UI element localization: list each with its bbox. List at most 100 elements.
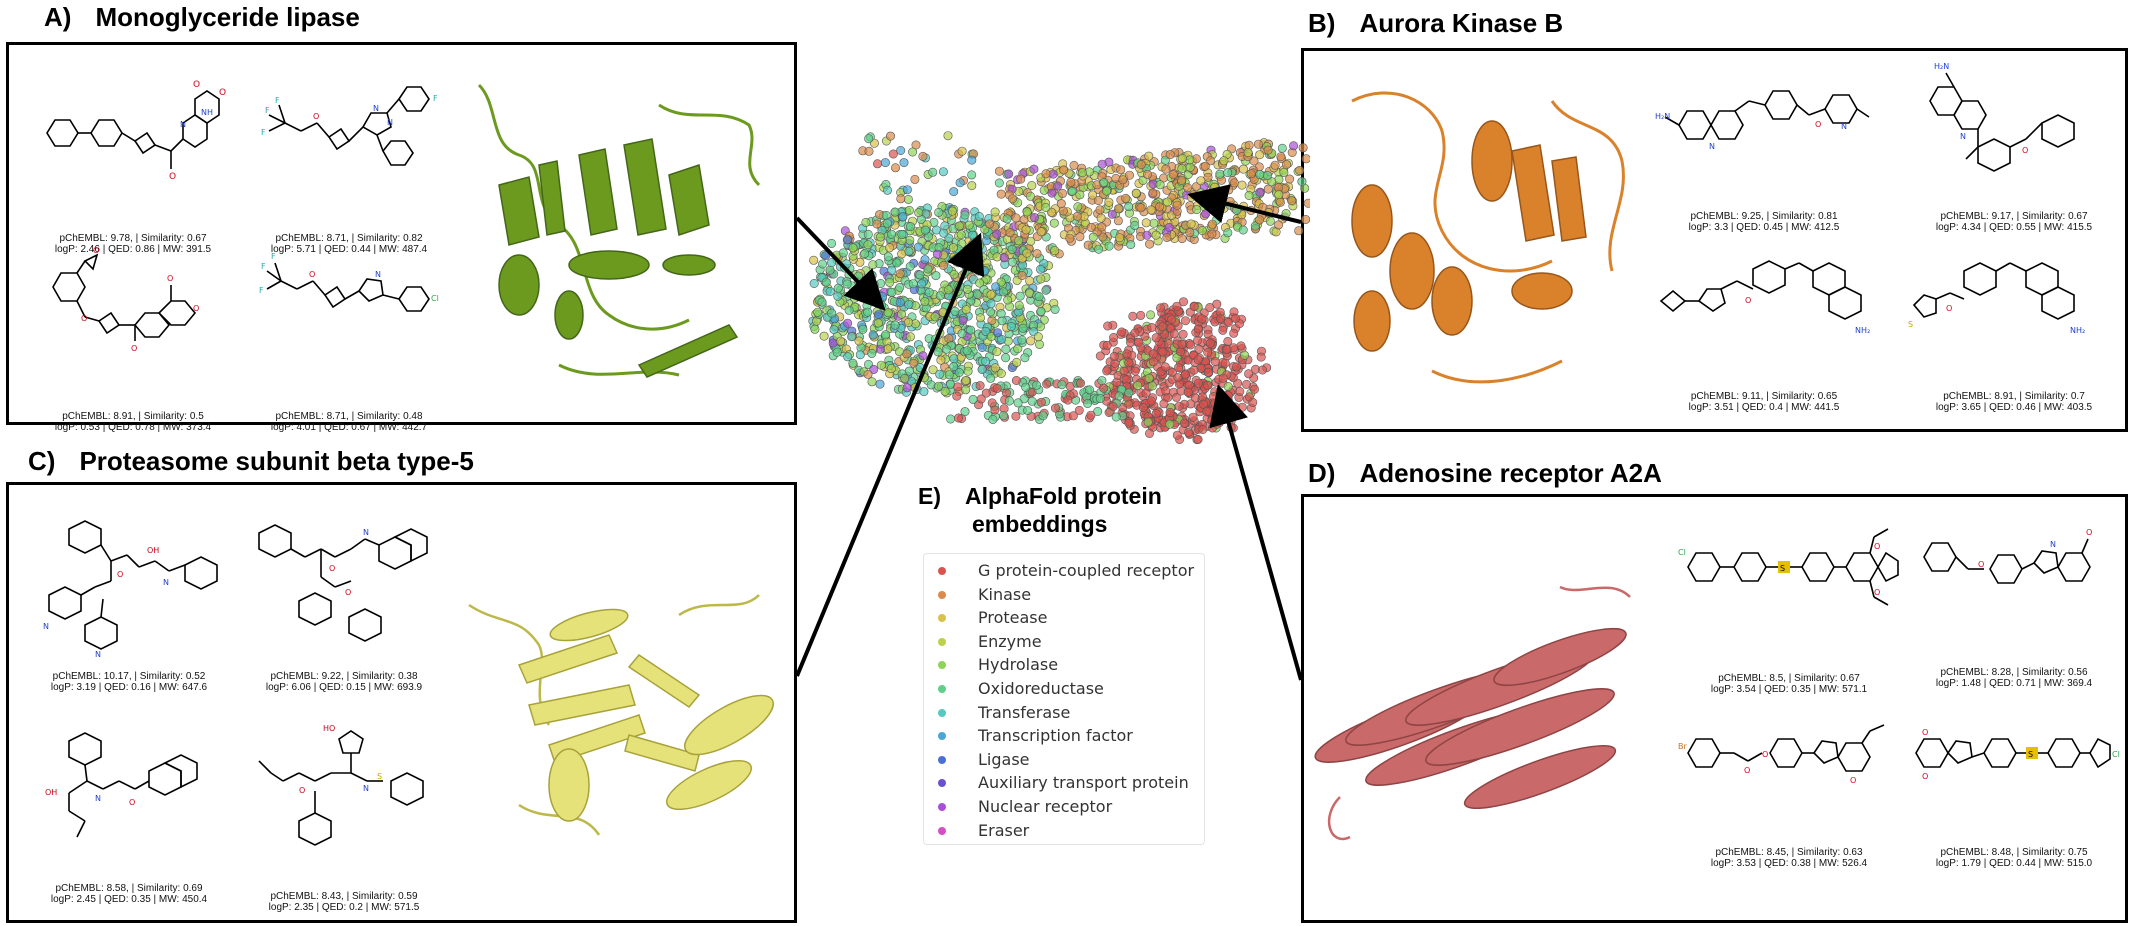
arrow-a	[795, 216, 886, 311]
embedding-point	[1021, 225, 1031, 235]
embedding-point	[833, 291, 843, 301]
embedding-point	[1097, 159, 1107, 169]
molecule-caption-line1: pChEMBL: 8.71, | Similarity: 0.48	[275, 411, 423, 422]
embedding-point	[887, 265, 897, 275]
embedding-point	[944, 370, 954, 380]
embedding-point	[997, 334, 1007, 344]
embedding-point	[1088, 232, 1098, 242]
embedding-point	[1287, 196, 1297, 206]
embedding-point	[986, 290, 996, 300]
embedding-point	[1274, 220, 1284, 230]
embedding-point	[860, 249, 870, 259]
molecule-structure: O O O O O	[52, 246, 199, 353]
molecule-structure: Cl S O O	[1678, 528, 1899, 606]
molecule-caption-line2: logP: 3.51 | QED: 0.4 | MW: 441.5	[1688, 402, 1840, 413]
embedding-point	[836, 336, 846, 346]
embedding-point	[994, 178, 1004, 188]
embedding-point	[1077, 168, 1087, 178]
embedding-point	[1164, 223, 1174, 233]
embedding-point	[966, 325, 976, 335]
molecule-structure: HO O S N	[258, 724, 424, 846]
embedding-point	[1073, 202, 1083, 212]
panel-c-molecule-4: HO O S N pChEMBL: 8.43, | Similarity: 0.…	[239, 721, 449, 917]
embedding-point	[1109, 351, 1119, 361]
panel-a-heading: Monoglyceride lipase	[95, 2, 360, 32]
embedding-point	[985, 219, 995, 229]
embedding-point	[1141, 218, 1151, 228]
embedding-point	[1050, 246, 1060, 256]
embedding-point	[1093, 196, 1103, 206]
molecule-structure: S Cl O O	[1915, 728, 2120, 781]
embedding-point	[955, 221, 965, 231]
embedding-point	[1006, 322, 1016, 332]
embedding-point	[843, 318, 853, 328]
embedding-point	[883, 308, 893, 318]
embedding-point	[1066, 177, 1076, 187]
embedding-point	[1238, 164, 1248, 174]
embedding-point	[1102, 340, 1112, 350]
embedding-point	[843, 352, 853, 362]
embedding-point	[842, 235, 852, 245]
embedding-point	[817, 297, 827, 307]
panel-c-molecule-2: O O N pChEMBL: 9.22, | Similarity: 0.38 l…	[239, 505, 449, 705]
embedding-point	[876, 360, 886, 370]
embedding-point	[1003, 295, 1013, 305]
panel-d-molecule-1: Cl S O O pChEMBL: 8.5, | Similarity: 0.6…	[1674, 497, 1904, 695]
embedding-point	[867, 348, 877, 358]
protein-structure-d	[1314, 585, 1631, 841]
embedding-point	[863, 369, 873, 379]
embedding-point	[890, 207, 900, 217]
embedding-point	[1301, 154, 1310, 164]
embedding-point	[1001, 344, 1011, 354]
panel-d-title: D) Adenosine receptor A2A	[1308, 458, 1662, 489]
embedding-point	[1151, 230, 1161, 240]
panel-b-molecule-2: H₂N N O pChEMBL: 9.17, | Similarity: 0.6…	[1904, 51, 2124, 235]
molecule-caption-line2: logP: 1.48 | QED: 0.71 | MW: 369.4	[1935, 678, 2093, 689]
embedding-point	[977, 343, 987, 353]
embedding-point	[895, 297, 905, 307]
embedding-point	[1263, 145, 1273, 155]
embedding-point	[1297, 177, 1307, 187]
embedding-point	[963, 284, 973, 294]
embedding-point	[1065, 233, 1075, 243]
embedding-point	[991, 282, 1001, 292]
embedding-point	[1036, 227, 1046, 237]
embedding-point	[964, 220, 974, 230]
embedding-point	[977, 365, 987, 375]
embedding-point	[974, 212, 984, 222]
embedding-point	[847, 332, 857, 342]
embedding-point	[1136, 160, 1146, 170]
molecule-caption-line1: pChEMBL: 8.91, | Similarity: 0.7	[1943, 391, 2085, 402]
embedding-point	[1136, 203, 1146, 213]
panel-b-heading: Aurora Kinase B	[1359, 8, 1564, 38]
embedding-point	[918, 351, 928, 361]
embedding-point	[1138, 175, 1148, 185]
embedding-point	[986, 373, 996, 383]
embedding-point	[904, 246, 914, 256]
panel-c-molecule-1: O OH N N N pChEMBL: 10.17, | Similarity:…	[29, 505, 229, 705]
embedding-point	[1285, 174, 1295, 184]
embedding-point	[1142, 169, 1152, 179]
embedding-point	[1223, 228, 1233, 238]
embedding-point	[934, 207, 944, 217]
embedding-point	[1141, 388, 1151, 398]
molecule-caption-line2: logP: 5.71 | QED: 0.44 | MW: 487.4	[270, 244, 428, 255]
embedding-point	[1263, 184, 1273, 194]
embedding-point	[962, 346, 972, 356]
embedding-point	[990, 207, 1000, 217]
molecule-structure: O O N	[258, 524, 428, 642]
embedding-point	[981, 326, 991, 336]
embedding-point	[944, 285, 954, 295]
embedding-point	[961, 305, 971, 315]
embedding-point	[1022, 248, 1032, 258]
embedding-point	[915, 270, 925, 280]
molecule-caption-line2: logP: 3.19 | QED: 0.16 | MW: 647.6	[50, 682, 208, 693]
embedding-point	[935, 369, 945, 379]
embedding-point	[1104, 241, 1114, 251]
molecule-structure: O NH₂	[1659, 260, 1870, 335]
embedding-point	[1167, 367, 1177, 377]
embedding-point	[1281, 160, 1291, 170]
embedding-point	[1016, 174, 1026, 184]
embedding-point	[961, 385, 971, 395]
